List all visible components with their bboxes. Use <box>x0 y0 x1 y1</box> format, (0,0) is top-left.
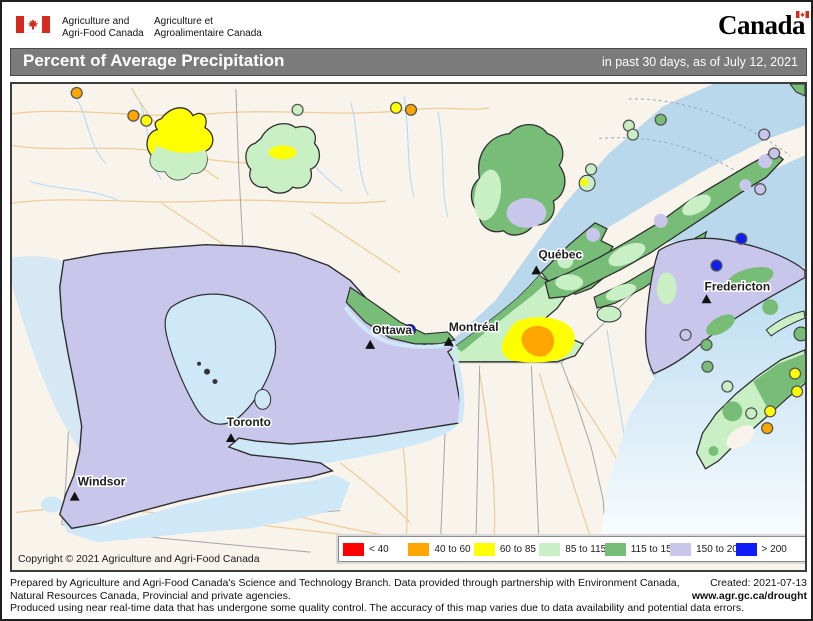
maritime-boundaries <box>598 98 791 180</box>
city-label: Toronto <box>227 415 271 429</box>
station-dot <box>626 128 639 141</box>
legend-swatch <box>670 542 692 556</box>
station-dot <box>700 338 713 351</box>
wordmark-flag-icon <box>796 11 809 18</box>
ottawa-river <box>343 305 454 349</box>
canada-wordmark: Canada <box>718 10 809 41</box>
station-dot <box>768 147 781 160</box>
station-dot <box>735 232 748 245</box>
created-date: Created: 2021-07-13 <box>710 577 807 589</box>
legend-label: 60 to 85 <box>499 543 536 555</box>
city-triangle-marker <box>225 433 236 443</box>
legend-item: 115 to 150 <box>604 542 677 556</box>
footer-line-2: Natural Resources Canada, Provincial and… <box>10 589 291 602</box>
station-dot <box>654 113 667 126</box>
station-dot <box>761 422 774 435</box>
drought-url: www.agr.gc.ca/drought <box>691 589 807 602</box>
legend-swatch <box>408 542 430 556</box>
legend-item: > 200 <box>735 542 801 556</box>
agency-name-en: Agriculture and Agri-Food Canada <box>62 16 144 39</box>
station-dot <box>404 103 418 116</box>
legend-swatch <box>539 542 561 556</box>
station-dots <box>70 86 804 435</box>
map-title: Percent of Average Precipitation <box>23 51 285 70</box>
legend-label: 40 to 60 <box>434 543 471 555</box>
city-triangle-marker <box>365 339 376 349</box>
legend-item: < 40 <box>343 542 408 556</box>
station-dot <box>70 86 83 100</box>
station-dot <box>788 367 802 380</box>
legend-item: 60 to 85 <box>473 542 539 556</box>
legend-swatch <box>735 542 757 556</box>
legend-item: 150 to 200 <box>670 542 743 556</box>
legend-swatch <box>604 542 626 556</box>
map-canvas: Ottawa Montréal Québec Fredericton Toronto Wi… <box>10 82 807 572</box>
station-dot <box>721 380 734 393</box>
legend-label: 85 to 115 <box>565 543 607 555</box>
legend-item: 40 to 60 <box>408 542 473 556</box>
city-triangle-marker <box>443 336 454 346</box>
station-dot <box>745 407 758 420</box>
station-dot <box>754 183 767 196</box>
city-triangle-marker <box>69 491 80 501</box>
legend: < 40 40 to 60 60 to 85 85 to 115 115 to 150 1… <box>338 536 805 562</box>
agency-name-fr: Agriculture et Agroalimentaire Canada <box>154 16 262 39</box>
city-label: Ottawa <box>372 323 412 337</box>
station-dot <box>679 328 692 342</box>
station-dot <box>764 405 777 418</box>
city-label: Windsor <box>78 475 126 489</box>
legend-label: 115 to 150 <box>630 543 678 555</box>
title-bar: Percent of Average Precipitation in past… <box>10 48 807 76</box>
legend-label: < 40 <box>369 543 389 555</box>
legend-item: 85 to 115 <box>539 542 607 556</box>
station-dot <box>140 114 153 127</box>
footer-line-1: Prepared by Agriculture and Agri-Food Ca… <box>10 577 680 589</box>
city-triangle-marker <box>701 294 712 304</box>
station-dot <box>701 360 714 373</box>
legend-label: 150 to 200 <box>696 543 744 555</box>
station-dot <box>584 163 598 176</box>
city-label: Québec <box>538 248 582 262</box>
legend-swatch <box>473 542 495 556</box>
copyright-note: Copyright © 2021 Agriculture and Agri-Fo… <box>18 554 260 565</box>
legend-swatch <box>343 542 364 556</box>
station-dot <box>790 385 804 398</box>
header: Agriculture and Agri-Food Canada Agricul… <box>10 8 809 46</box>
footer-line-3: Produced using near real-time data that … <box>10 602 745 614</box>
city-label: Montréal <box>449 320 499 334</box>
precipitation-map: Ottawa Montréal Québec Fredericton Toronto Wi… <box>12 84 805 570</box>
station-dot <box>758 128 771 141</box>
station-dot <box>291 103 304 116</box>
station-dot <box>127 109 140 122</box>
station-dot <box>389 101 403 114</box>
map-subtitle: in past 30 days, as of July 12, 2021 <box>602 55 798 69</box>
canada-flag-icon <box>16 16 50 33</box>
station-dot <box>710 259 723 272</box>
city-triangle-marker <box>531 265 542 275</box>
city-label: Fredericton <box>705 279 771 293</box>
st-lawrence-river <box>451 344 465 424</box>
legend-label: > 200 <box>761 543 787 555</box>
city-markers: Ottawa Montréal Québec Fredericton Toronto Wi… <box>69 246 772 501</box>
footer: Prepared by Agriculture and Agri-Food Ca… <box>10 577 807 615</box>
